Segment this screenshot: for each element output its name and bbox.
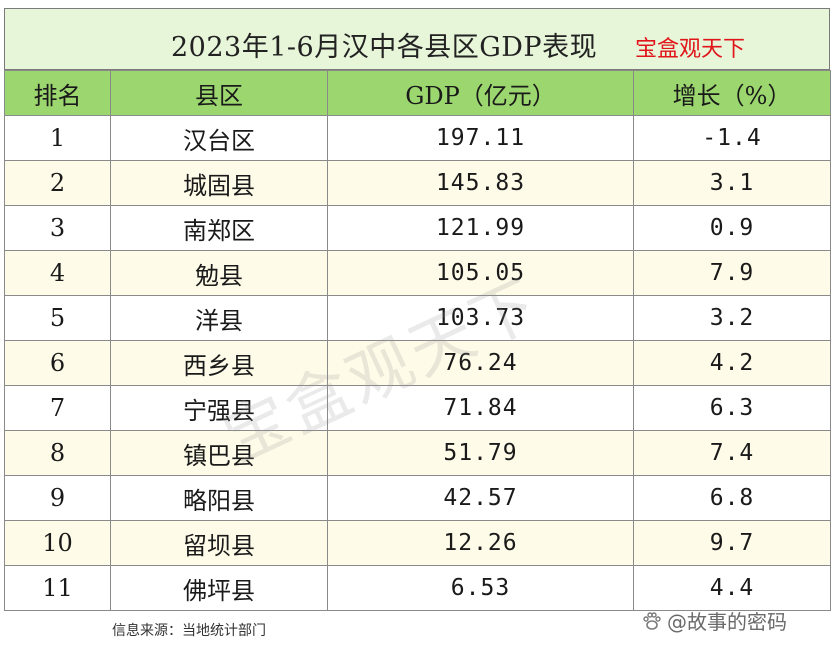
county-cell: 勉县 [110, 250, 328, 296]
table-row: 9 略阳县 42.57 6.8 [4, 475, 831, 521]
gdp-cell: 71.84 [327, 385, 634, 431]
header-gdp: GDP（亿元） [327, 70, 634, 116]
county-cell: 佛坪县 [110, 565, 328, 611]
growth-cell: 6.3 [633, 385, 831, 431]
growth-cell: 9.7 [633, 520, 831, 566]
county-cell: 城固县 [110, 160, 328, 206]
header-rank: 排名 [4, 70, 111, 116]
header-growth: 增长（%） [633, 70, 831, 116]
rank-cell: 2 [4, 160, 111, 206]
county-cell: 汉台区 [110, 115, 328, 161]
gdp-cell: 42.57 [327, 475, 634, 521]
table-row: 2 城固县 145.83 3.1 [4, 160, 831, 206]
rank-cell: 7 [4, 385, 111, 431]
rank-cell: 5 [4, 295, 111, 341]
brand-label: 宝盒观天下 [635, 37, 746, 62]
county-cell: 镇巴县 [110, 430, 328, 476]
table-row: 3 南郑区 121.99 0.9 [4, 205, 831, 251]
author-credit: @故事的密码 [640, 606, 787, 635]
growth-cell: 6.8 [633, 475, 831, 521]
table-row: 6 西乡县 76.24 4.2 [4, 340, 831, 386]
source-note: 信息来源：当地统计部门 [112, 623, 266, 639]
rank-cell: 8 [4, 430, 111, 476]
growth-cell: 3.2 [633, 295, 831, 341]
gdp-cell: 51.79 [327, 430, 634, 476]
gdp-cell: 121.99 [327, 205, 634, 251]
growth-cell: 7.4 [633, 430, 831, 476]
gdp-cell: 103.73 [327, 295, 634, 341]
gdp-cell: 197.11 [327, 115, 634, 161]
rank-cell: 10 [4, 520, 111, 566]
table-row: 7 宁强县 71.84 6.3 [4, 385, 831, 431]
rank-cell: 4 [4, 250, 111, 296]
gdp-cell: 12.26 [327, 520, 634, 566]
growth-cell: 3.1 [633, 160, 831, 206]
header-row: 排名 县区 GDP（亿元） 增长（%） [4, 70, 831, 116]
growth-cell: 4.2 [633, 340, 831, 386]
gdp-cell: 6.53 [327, 565, 634, 611]
rank-cell: 9 [4, 475, 111, 521]
growth-cell: 0.9 [633, 205, 831, 251]
table-row: 4 勉县 105.05 7.9 [4, 250, 831, 296]
county-cell: 宁强县 [110, 385, 328, 431]
gdp-cell: 105.05 [327, 250, 634, 296]
page-title: 2023年1-6月汉中各县区GDP表现 [171, 32, 598, 63]
table-row: 11 佛坪县 6.53 4.4 [4, 565, 831, 611]
table-row: 1 汉台区 197.11 -1.4 [4, 115, 831, 161]
county-cell: 南郑区 [110, 205, 328, 251]
growth-cell: -1.4 [633, 115, 831, 161]
credit-text: @故事的密码 [667, 610, 787, 634]
growth-cell: 7.9 [633, 250, 831, 296]
county-cell: 略阳县 [110, 475, 328, 521]
county-cell: 留坝县 [110, 520, 328, 566]
rank-cell: 11 [4, 565, 111, 611]
county-cell: 西乡县 [110, 340, 328, 386]
county-cell: 洋县 [110, 295, 328, 341]
title-bar: 2023年1-6月汉中各县区GDP表现 宝盒观天下 [4, 8, 830, 70]
rank-cell: 3 [4, 205, 111, 251]
paw-icon [640, 609, 664, 633]
rank-cell: 1 [4, 115, 111, 161]
growth-cell: 4.4 [633, 565, 831, 611]
table-row: 8 镇巴县 51.79 7.4 [4, 430, 831, 476]
gdp-table: 排名 县区 GDP（亿元） 增长（%） 1 汉台区 197.11 -1.4 2 … [4, 70, 831, 611]
header-county: 县区 [110, 70, 328, 116]
gdp-cell: 76.24 [327, 340, 634, 386]
table-row: 10 留坝县 12.26 9.7 [4, 520, 831, 566]
table-row: 5 洋县 103.73 3.2 [4, 295, 831, 341]
rank-cell: 6 [4, 340, 111, 386]
gdp-cell: 145.83 [327, 160, 634, 206]
